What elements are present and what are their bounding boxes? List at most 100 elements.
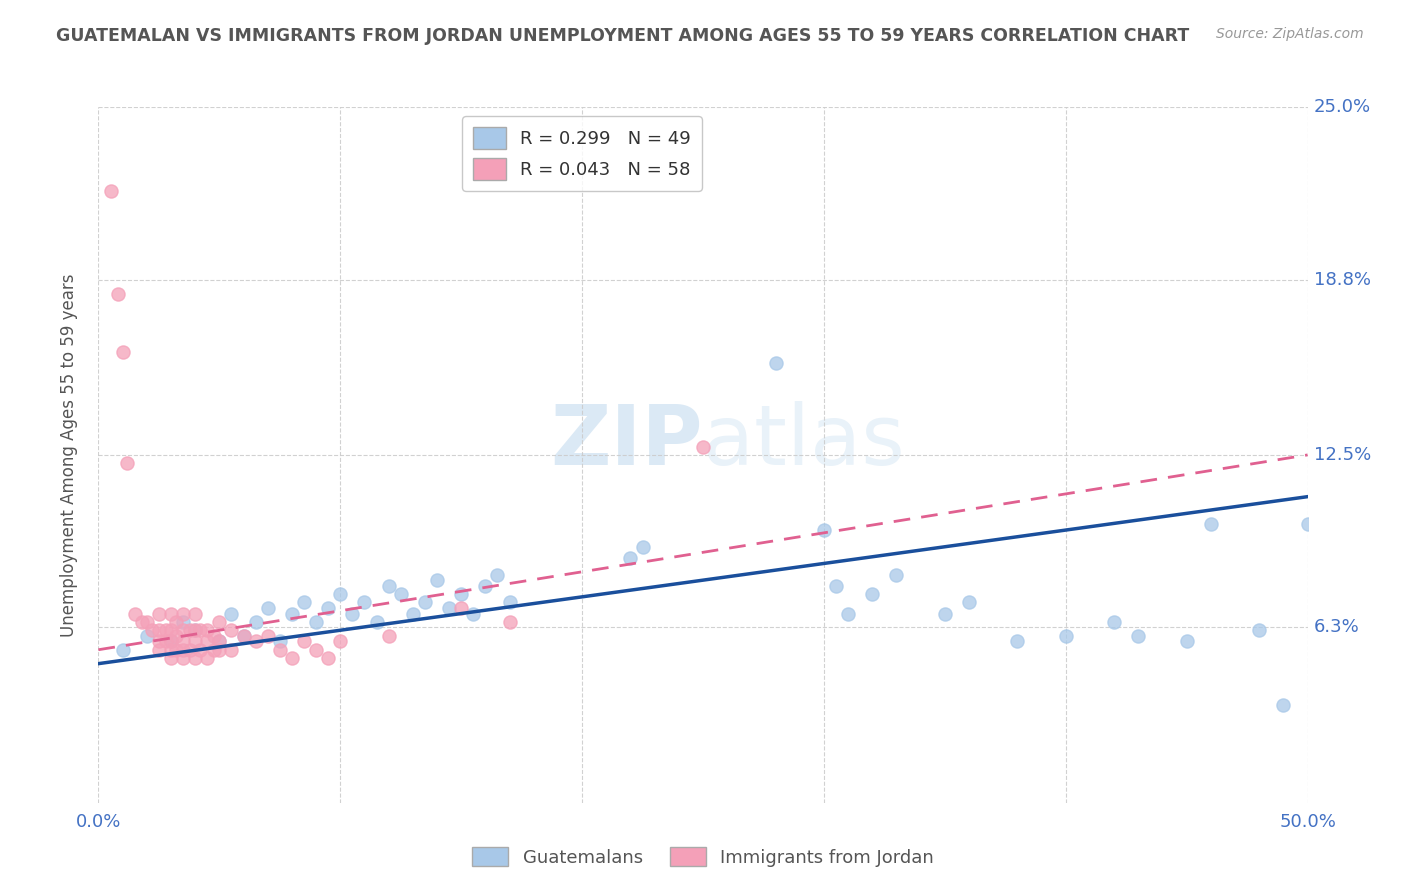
Point [619,550,641,565]
Point [188,642,211,657]
Point [402,607,425,621]
Point [825,579,848,593]
Point [860,587,883,601]
Point [1296,517,1319,532]
Point [160,642,183,657]
Point [155,634,177,648]
Point [957,595,980,609]
Point [195,651,218,665]
Point [1272,698,1295,713]
Point [135,629,157,643]
Point [1249,624,1271,638]
Point [165,615,187,629]
Point [366,615,388,629]
Point [111,345,134,359]
Point [160,634,183,648]
Point [377,579,399,593]
Point [281,651,304,665]
Point [316,651,339,665]
Legend: Guatemalans, Immigrants from Jordan: Guatemalans, Immigrants from Jordan [465,840,941,874]
Point [232,629,254,643]
Point [184,624,207,638]
Point [692,440,714,454]
Point [305,642,328,657]
Point [184,624,207,638]
Point [195,624,218,638]
Point [184,651,207,665]
Point [474,579,496,593]
Point [117,456,139,470]
Point [281,607,304,621]
Point [498,595,520,609]
Point [486,567,509,582]
Point [148,642,170,657]
Point [160,607,183,621]
Point [160,651,183,665]
Point [316,601,339,615]
Legend: R = 0.299   N = 49, R = 0.043   N = 58: R = 0.299 N = 49, R = 0.043 N = 58 [463,116,702,191]
Point [165,642,187,657]
Y-axis label: Unemployment Among Ages 55 to 59 years: Unemployment Among Ages 55 to 59 years [59,273,77,637]
Point [232,629,254,643]
Point [269,642,291,657]
Point [160,634,183,648]
Text: ZIP: ZIP [551,401,703,482]
Point [221,642,243,657]
Point [305,615,328,629]
Text: 12.5%: 12.5% [1313,446,1371,464]
Point [208,634,231,648]
Point [111,642,134,657]
Point [1054,629,1077,643]
Point [148,624,170,638]
Point [934,607,956,621]
Point [463,607,485,621]
Point [221,624,243,638]
Point [813,523,835,537]
Text: 25.0%: 25.0% [1313,98,1371,116]
Point [837,607,859,621]
Point [765,356,787,370]
Point [141,624,163,638]
Point [292,595,315,609]
Point [204,629,226,643]
Point [886,567,908,582]
Point [165,629,187,643]
Point [135,615,157,629]
Text: GUATEMALAN VS IMMIGRANTS FROM JORDAN UNEMPLOYMENT AMONG AGES 55 TO 59 YEARS CORR: GUATEMALAN VS IMMIGRANTS FROM JORDAN UNE… [56,27,1189,45]
Point [245,615,267,629]
Point [1199,517,1222,532]
Point [1128,629,1150,643]
Point [208,615,231,629]
Point [148,634,170,648]
Point [329,634,352,648]
Point [413,595,436,609]
Point [329,587,352,601]
Point [269,634,291,648]
Point [179,642,201,657]
Point [208,634,231,648]
Point [179,624,201,638]
Text: 6.3%: 6.3% [1313,618,1360,637]
Point [172,634,194,648]
Point [195,634,218,648]
Point [450,601,472,615]
Point [1007,634,1029,648]
Point [184,607,207,621]
Point [389,587,412,601]
Point [1175,634,1198,648]
Point [160,624,183,638]
Point [124,607,146,621]
Point [292,634,315,648]
Point [245,634,267,648]
Point [172,651,194,665]
Text: 18.8%: 18.8% [1313,270,1371,289]
Point [100,184,122,198]
Point [107,286,129,301]
Point [377,629,399,643]
Text: Source: ZipAtlas.com: Source: ZipAtlas.com [1216,27,1364,41]
Point [208,642,231,657]
Point [172,624,194,638]
Point [155,624,177,638]
Point [437,601,460,615]
Point [188,624,211,638]
